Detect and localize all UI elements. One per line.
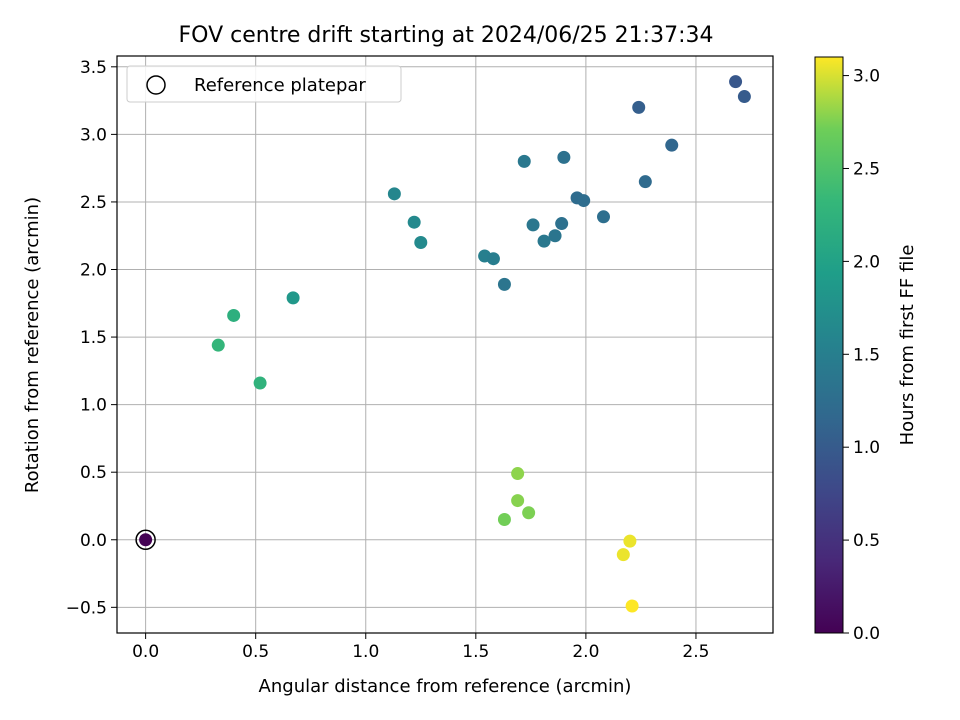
colorbar-tick-label: 0.0	[853, 624, 880, 644]
x-tick-label: 2.0	[572, 642, 599, 662]
grid-lines	[117, 56, 773, 633]
data-point	[729, 75, 743, 89]
y-tick-label: 2.0	[80, 261, 107, 281]
y-tick-label: 3.0	[80, 125, 107, 145]
data-point	[414, 235, 428, 249]
data-point	[253, 376, 267, 390]
legend-marker-reference	[146, 75, 166, 95]
legend: Reference platepar	[126, 65, 402, 103]
data-point	[737, 90, 751, 104]
data-point	[632, 100, 646, 114]
colorbar-tick-label: 0.5	[853, 531, 880, 551]
data-point	[596, 210, 610, 224]
data-point	[577, 194, 591, 208]
colorbar-label: Hours from first FF file	[897, 245, 918, 446]
data-point	[517, 154, 531, 168]
data-point	[139, 533, 153, 547]
legend-label-reference: Reference platepar	[194, 75, 366, 96]
plot-area-frame	[116, 55, 774, 634]
data-point	[623, 534, 637, 548]
data-point	[486, 252, 500, 266]
data-point	[286, 291, 300, 305]
y-tick-label: 0.0	[80, 531, 107, 551]
x-axis-label: Angular distance from reference (arcmin)	[259, 676, 632, 697]
y-tick-label: 3.5	[80, 58, 107, 78]
y-axis-label: Rotation from reference (arcmin)	[22, 197, 43, 493]
legend-box	[126, 65, 402, 103]
x-tick-label: 1.5	[462, 642, 489, 662]
y-axis-ticks: −0.5 0.0 0.5 1.0 1.5 2.0 2.5 3.0 3.5	[66, 58, 117, 618]
colorbar-tick-label: 3.0	[853, 67, 880, 87]
data-point	[511, 494, 525, 508]
x-tick-label: 0.5	[242, 642, 269, 662]
data-point	[625, 599, 639, 613]
data-point	[407, 215, 421, 229]
x-axis-ticks: 0.0 0.5 1.0 1.5 2.0 2.5	[132, 633, 709, 662]
data-point	[665, 138, 679, 152]
colorbar-tick-label: 1.5	[853, 345, 880, 365]
colorbar-ticks: 0.0 0.5 1.0 1.5 2.0 2.5 3.0	[843, 67, 880, 644]
data-point	[537, 234, 551, 248]
colorbar-gradient	[814, 56, 844, 634]
y-tick-label: 1.0	[80, 396, 107, 416]
x-tick-label: 1.0	[352, 642, 379, 662]
data-point	[557, 150, 571, 164]
data-points	[135, 75, 751, 613]
colorbar-tick-label: 1.0	[853, 438, 880, 458]
data-point	[526, 218, 540, 232]
y-tick-label: −0.5	[66, 598, 107, 618]
data-point	[497, 277, 511, 291]
data-point	[387, 187, 401, 201]
data-point	[616, 548, 630, 562]
data-point	[497, 512, 511, 526]
data-point	[555, 217, 569, 231]
x-tick-label: 0.0	[132, 642, 159, 662]
data-point	[548, 229, 562, 243]
data-point	[638, 175, 652, 189]
colorbar-tick-label: 2.5	[853, 159, 880, 179]
chart-title: FOV centre drift starting at 2024/06/25 …	[179, 23, 714, 48]
y-tick-label: 2.5	[80, 193, 107, 213]
data-point	[227, 308, 241, 322]
y-tick-label: 0.5	[80, 463, 107, 483]
data-point	[511, 467, 525, 481]
x-tick-label: 2.5	[682, 642, 709, 662]
colorbar: 0.0 0.5 1.0 1.5 2.0 2.5 3.0 Hours from first F…	[814, 56, 918, 644]
colorbar-tick-label: 2.0	[853, 252, 880, 272]
data-point	[522, 506, 536, 520]
reference-platepar-marker	[135, 529, 156, 551]
y-tick-label: 1.5	[80, 328, 107, 348]
data-point	[211, 338, 225, 352]
